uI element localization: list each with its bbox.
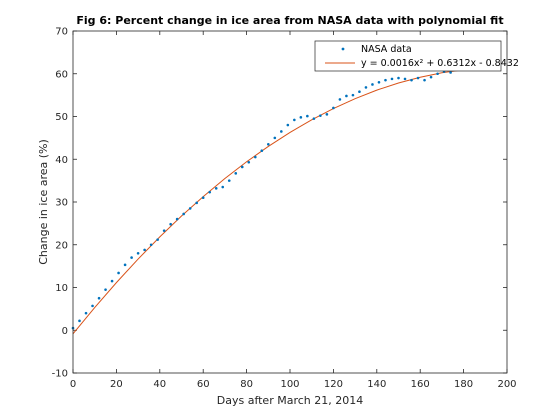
data-point <box>312 117 316 120</box>
data-point <box>325 113 329 116</box>
data-point <box>332 106 335 110</box>
data-point <box>384 78 387 82</box>
x-axis-label: Days after March 21, 2014 <box>217 394 363 407</box>
data-point <box>110 279 114 283</box>
data-point <box>397 76 400 80</box>
data-point <box>143 248 146 252</box>
y-tick-label: 50 <box>55 112 68 123</box>
y-tick-label: 40 <box>55 155 68 166</box>
x-tick-label: 80 <box>240 379 253 390</box>
data-point <box>306 114 309 118</box>
data-point <box>436 72 439 76</box>
data-point <box>117 271 120 275</box>
data-point <box>377 81 381 84</box>
data-point <box>195 201 198 205</box>
x-tick-label: 160 <box>411 379 430 390</box>
data-point <box>416 76 420 80</box>
data-point <box>97 296 101 300</box>
x-tick-label: 60 <box>197 379 210 390</box>
data-point <box>136 252 140 255</box>
y-tick-label: 10 <box>55 283 68 294</box>
data-point <box>84 311 88 315</box>
x-tick-label: 140 <box>367 379 386 390</box>
data-point <box>358 90 361 93</box>
y-tick-label: 70 <box>55 27 68 38</box>
data-point <box>273 136 277 140</box>
data-point <box>403 77 407 81</box>
plot-background <box>73 31 507 373</box>
y-tick-label: 20 <box>55 240 68 251</box>
data-point <box>130 256 133 259</box>
x-tick-label: 40 <box>153 379 166 390</box>
data-point <box>345 94 348 98</box>
x-tick-label: 20 <box>110 379 123 390</box>
x-tick-label: 200 <box>497 379 516 390</box>
data-point <box>91 304 94 308</box>
data-point <box>351 93 355 97</box>
x-tick-label: 120 <box>324 379 343 390</box>
data-point <box>221 185 225 189</box>
data-point <box>78 319 81 323</box>
data-point <box>234 172 238 175</box>
data-point <box>227 179 231 182</box>
data-point <box>123 263 127 267</box>
data-point <box>240 165 244 169</box>
data-point <box>410 78 413 82</box>
data-point <box>201 196 205 200</box>
legend-box <box>314 40 502 72</box>
fit-curve-line <box>72 69 464 335</box>
legend-marker-nasa-data <box>341 47 345 51</box>
data-point <box>267 142 270 146</box>
legend-label-fit: y = 0.0016x² + 0.6312x - 0.8432 <box>361 58 519 69</box>
x-tick-label: 0 <box>70 379 76 390</box>
data-point <box>390 77 394 81</box>
x-tick-labels: 0 20 40 60 80 100 120 140 160 180 200 <box>70 379 517 390</box>
data-point <box>371 83 374 86</box>
chart-title: Fig 6: Percent change in ice area from N… <box>76 14 503 27</box>
axes-box <box>72 30 508 374</box>
data-point <box>253 155 257 159</box>
data-point <box>169 222 172 226</box>
data-point <box>286 123 290 127</box>
data-point <box>104 288 107 291</box>
data-point <box>338 98 342 101</box>
data-point <box>162 229 166 232</box>
data-point <box>188 207 192 210</box>
data-point <box>319 114 322 117</box>
y-tick-label: -10 <box>52 369 68 380</box>
y-tick-label: 60 <box>55 69 68 80</box>
data-point <box>156 238 159 241</box>
legend-label-nasa-data: NASA data <box>361 44 412 55</box>
data-point <box>280 130 283 133</box>
x-tick-label: 100 <box>280 379 299 390</box>
y-tick-label: 30 <box>55 198 68 209</box>
data-point <box>423 78 426 82</box>
data-point <box>247 160 251 164</box>
data-point <box>449 71 452 74</box>
data-point <box>299 116 303 119</box>
data-point <box>260 149 264 152</box>
y-tick-label: 0 <box>62 326 68 337</box>
data-point <box>175 217 179 221</box>
y-tick-labels: -10 0 10 20 30 40 50 60 70 <box>52 27 68 380</box>
data-point <box>293 118 296 122</box>
data-point <box>214 187 218 190</box>
data-point <box>364 86 368 89</box>
data-point <box>149 243 153 247</box>
data-point <box>208 190 212 194</box>
legend: NASA data y = 0.0016x² + 0.6312x - 0.843… <box>314 40 519 72</box>
y-axis-label: Change in ice area (%) <box>37 139 50 265</box>
data-point <box>429 75 433 79</box>
data-point <box>182 212 185 216</box>
x-tick-label: 180 <box>454 379 473 390</box>
